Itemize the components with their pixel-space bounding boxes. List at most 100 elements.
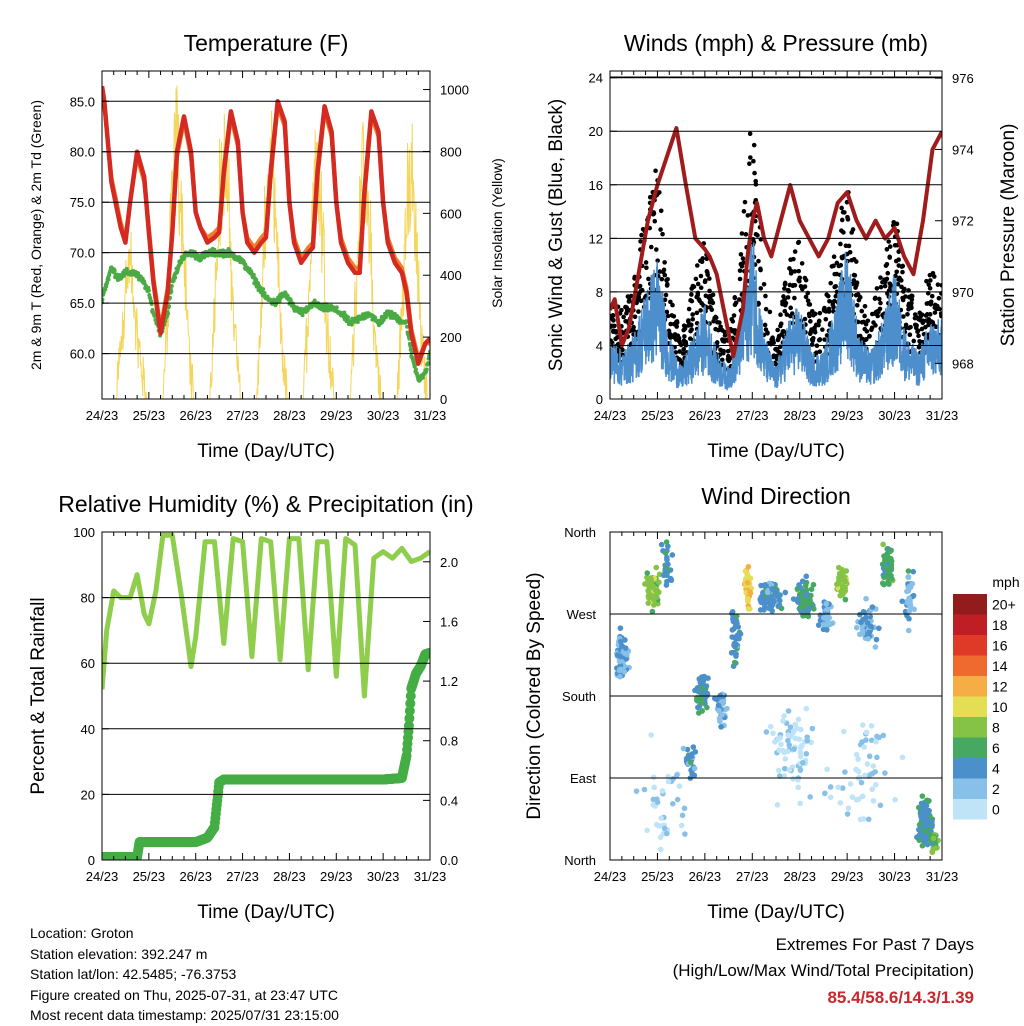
wind-direction-point [855,796,862,802]
x-tick-label: 30/23 [878,869,911,884]
wind-direction-point [764,589,771,596]
gust-point [887,244,893,249]
wind-direction-point [874,754,880,761]
wind-direction-point [842,585,848,591]
gust-point [900,295,905,301]
y-tick-label: West [567,607,597,622]
gust-point [929,293,935,299]
chart-title: Wind Direction [701,483,851,509]
gust-point [690,312,695,317]
wind-direction-point [872,781,879,788]
gust-point [845,217,851,222]
gust-point [933,324,939,330]
x-axis-label: Time (Day/UTC) [197,902,335,923]
gust-point [852,273,858,278]
gust-point [705,270,710,275]
gust-point [841,230,846,235]
gust-point [695,290,701,296]
x-tick-label: 31/23 [926,408,959,423]
dewpoint-point [413,363,418,368]
gust-point [652,218,658,224]
y2-tick-label: 976 [952,71,974,86]
wind-direction-point [856,774,863,781]
gust-point [765,330,770,335]
gust-point [878,275,883,280]
gust-point [689,298,695,304]
gust-point [878,284,884,290]
wind-direction-point [905,574,912,581]
y2-tick-label: 970 [952,285,974,300]
gust-point [756,258,761,264]
gust-point [710,300,716,306]
gust-point [678,358,683,363]
wind-direction-point [845,805,852,811]
wind-direction-point [744,596,751,602]
wind-direction-point [761,607,767,613]
gust-point [648,244,654,250]
wind-direction-point [882,557,888,564]
dewpoint-point [124,266,129,271]
gust-point [695,281,701,287]
legend-swatch [953,737,987,758]
wind-direction-point [802,582,809,589]
gust-point [822,337,827,342]
precipitation-point [404,713,415,724]
wind-direction-point [858,779,865,786]
wind-direction-point [775,767,782,774]
gust-point [703,278,708,283]
gust-point [638,298,644,304]
gust-point [808,329,814,335]
wind-direction-point [863,729,870,736]
y-tick-label: 20 [81,787,95,802]
gust-point [689,286,695,291]
wind-direction-point [827,784,834,790]
gust-point [720,350,726,355]
gust-point [664,309,670,315]
wind-direction-point [733,653,739,659]
y2-tick-label: 0 [440,392,447,407]
wind-direction-point [804,737,811,744]
gust-point [831,254,837,260]
wind-direction-panel: 24/23 25/23 26/23 27/23 28/23 29/23 30/23 31/23… [524,483,1020,923]
gust-point [924,278,929,284]
wind-direction-point [697,694,704,700]
y2-axis-label: Solar Insolation (Yellow) [489,158,505,308]
wind-direction-point [731,659,738,666]
legend-label: 6 [992,740,1000,756]
dewpoint-point [405,324,410,329]
gust-point [611,329,616,334]
wind-direction-point [665,773,671,780]
wind-direction-point [869,604,876,610]
most-recent-timestamp: Most recent data timestamp: 2025/07/31 2… [30,1007,339,1023]
gust-point [668,299,673,305]
gust-point [669,313,675,318]
extremes-values: 85.4/58.6/14.3/1.39 [827,988,974,1007]
gust-point [717,320,722,325]
wind-direction-point [866,753,873,760]
x-tick-label: 24/23 [86,869,119,884]
wind-direction-point [919,793,926,799]
gust-point [870,311,875,317]
gust-point [625,294,631,299]
gust-point [926,282,932,287]
y-tick-label: 0 [88,853,95,868]
wind-direction-point [716,707,722,714]
wind-direction-point [762,582,768,588]
wind-direction-point [915,826,922,833]
gust-point [681,346,687,352]
wind-direction-point [687,759,694,766]
wind-direction-point [690,744,697,750]
gust-point [840,209,846,215]
gust-point [867,333,872,339]
gust-point [803,294,809,300]
wind-direction-point [778,605,785,612]
wind-direction-point [778,741,784,748]
wind-direction-point [797,753,804,760]
gust-point [732,295,738,301]
legend-swatch [953,717,987,738]
gust-point [894,269,900,275]
humidity-panel: 24/23 25/23 26/23 27/23 28/23 29/23 30/23 31/23… [28,491,474,923]
x-tick-label: 25/23 [641,869,674,884]
gust-point [626,299,632,304]
gust-point [865,318,871,324]
